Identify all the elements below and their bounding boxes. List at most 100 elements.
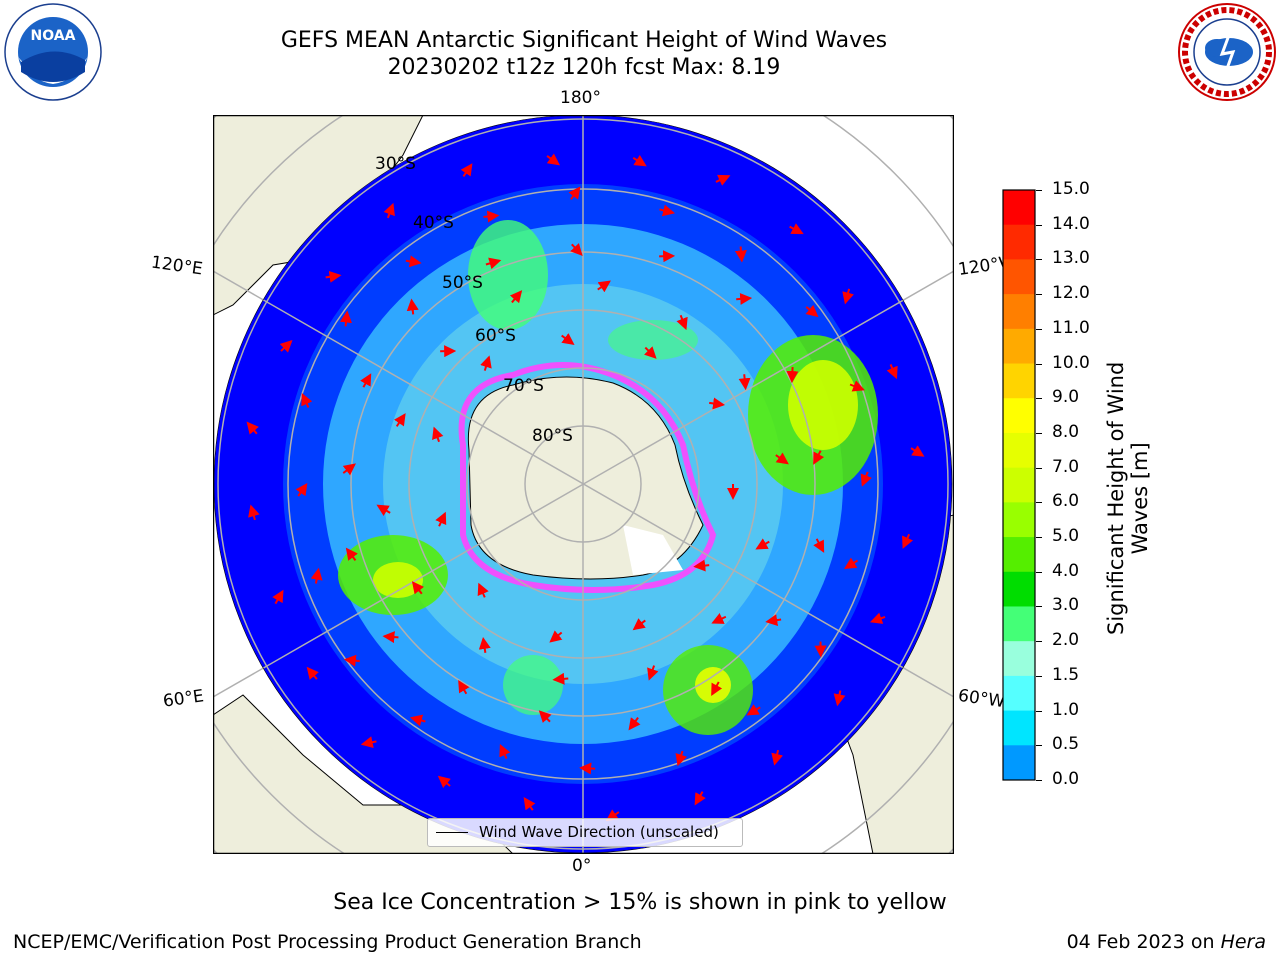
wind-arrow bbox=[860, 471, 872, 487]
colorbar-segment bbox=[1003, 190, 1035, 226]
wind-arrow bbox=[738, 374, 751, 391]
wind-arrow bbox=[659, 204, 676, 217]
wind-arrow bbox=[435, 511, 447, 527]
wind-arrow bbox=[432, 426, 444, 443]
colorbar-segment bbox=[1003, 432, 1035, 469]
colorbar-segment bbox=[1003, 745, 1035, 781]
wind-arrow bbox=[393, 413, 406, 427]
colorbar-tick bbox=[1036, 467, 1042, 469]
colorbar-tick bbox=[1036, 294, 1042, 296]
wind-arrow bbox=[248, 504, 260, 521]
graticule bbox=[213, 115, 954, 854]
wind-arrow bbox=[409, 714, 426, 727]
colorbar-tick-label: 11.0 bbox=[1052, 317, 1090, 338]
lon-label-60w: 60°W bbox=[956, 685, 1007, 713]
colorbar-tick-label: 12.0 bbox=[1052, 283, 1090, 304]
colorbar-tick bbox=[1036, 398, 1042, 400]
lon-label-180: 180° bbox=[560, 88, 601, 108]
colorbar-tick bbox=[1036, 363, 1042, 365]
footer-date: 04 Feb 2023 on Hera bbox=[1067, 931, 1266, 953]
colorbar-tick-label: 10.0 bbox=[1052, 352, 1090, 373]
wind-arrow bbox=[765, 614, 782, 627]
colorbar-tick-label: 8.0 bbox=[1052, 421, 1080, 442]
wind-arrow bbox=[813, 538, 825, 553]
colorbar-tick-label: 14.0 bbox=[1052, 213, 1090, 234]
colorbar-tick-label: 7.0 bbox=[1052, 456, 1080, 477]
wind-arrow bbox=[549, 630, 563, 643]
colorbar bbox=[1002, 189, 1036, 781]
colorbar-tick-label: 0.5 bbox=[1052, 734, 1080, 755]
land-antarctica bbox=[467, 376, 704, 580]
wind-arrow bbox=[833, 690, 846, 707]
wind-arrow bbox=[405, 255, 422, 268]
wind-arrow bbox=[325, 270, 342, 283]
wind-arrow bbox=[478, 636, 491, 653]
lat-label-60s: 60°S bbox=[475, 326, 516, 346]
colorbar-label: Significant Height of Wind Waves [m] bbox=[1104, 362, 1152, 635]
wind-arrow bbox=[709, 397, 726, 410]
map-frame bbox=[213, 115, 954, 854]
colorbar-tick bbox=[1036, 190, 1042, 191]
legend-label: Wind Wave Direction (unscaled) bbox=[479, 823, 719, 841]
lat-label-80s: 80°S bbox=[532, 426, 573, 446]
wind-arrow bbox=[910, 445, 925, 457]
wind-arrow bbox=[813, 450, 825, 465]
lat-label-40s: 40°S bbox=[413, 213, 454, 233]
colorbar-tick bbox=[1036, 224, 1042, 226]
wind-arrow bbox=[849, 380, 865, 392]
footer-producer: NCEP/EMC/Verification Post Processing Pr… bbox=[13, 931, 642, 953]
wind-arrow bbox=[483, 210, 500, 223]
colorbar-tick-label: 4.0 bbox=[1052, 560, 1080, 581]
colorbar-tick bbox=[1036, 328, 1042, 330]
colorbar-segment bbox=[1003, 606, 1035, 642]
wind-arrow bbox=[711, 681, 723, 697]
noaa-logo: NOAA bbox=[4, 3, 102, 101]
colorbar-tick bbox=[1036, 432, 1042, 434]
wind-arrow bbox=[746, 704, 761, 716]
colorbar-tick-label: 2.0 bbox=[1052, 630, 1080, 651]
wind-arrow bbox=[647, 665, 659, 681]
colorbar-frame bbox=[1002, 189, 1036, 781]
lon-label-0: 0° bbox=[572, 856, 592, 876]
colorbar-segment bbox=[1003, 467, 1035, 503]
wind-arrow bbox=[310, 567, 323, 584]
wind-arrow bbox=[736, 292, 753, 305]
footer-host: Hera bbox=[1220, 931, 1266, 953]
colorbar-label-line1: Significant Height of Wind bbox=[1104, 361, 1128, 635]
wind-arrow bbox=[343, 654, 360, 667]
colorbar-segment bbox=[1003, 259, 1035, 295]
wind-arrow bbox=[546, 153, 561, 166]
colorbar-tick-label: 3.0 bbox=[1052, 595, 1080, 616]
wind-arrow bbox=[715, 174, 731, 186]
map-legend: Wind Wave Direction (unscaled) bbox=[427, 818, 743, 847]
wind-arrow bbox=[771, 749, 783, 766]
wind-arrow bbox=[676, 314, 688, 331]
wind-arrow bbox=[643, 346, 657, 359]
colorbar-tick bbox=[1036, 745, 1042, 747]
chart-subtitle: 20230202 t12z 120h fcst Max: 8.19 bbox=[387, 55, 781, 80]
colorbar-tick-label: 1.0 bbox=[1052, 699, 1080, 720]
footer-date-text: 04 Feb 2023 on bbox=[1066, 931, 1221, 953]
colorbar-tick-label: 9.0 bbox=[1052, 387, 1080, 408]
colorbar-tick-label: 1.5 bbox=[1052, 664, 1080, 685]
wind-arrow bbox=[805, 304, 819, 318]
colorbar-segment bbox=[1003, 571, 1035, 607]
wind-arrow bbox=[437, 775, 451, 789]
wind-arrow bbox=[568, 186, 581, 200]
colorbar-tick bbox=[1036, 675, 1042, 677]
wind-arrow bbox=[561, 333, 575, 345]
colorbar-segment bbox=[1003, 502, 1035, 538]
colorbar-segment bbox=[1003, 675, 1035, 712]
wind-arrow bbox=[869, 612, 886, 624]
noaa-logo-text: NOAA bbox=[31, 28, 76, 44]
colorbar-tick bbox=[1036, 780, 1042, 781]
colorbar-tick-label: 5.0 bbox=[1052, 526, 1080, 547]
colorbar-tick-label: 6.0 bbox=[1052, 491, 1080, 512]
nws-logo bbox=[1178, 3, 1276, 101]
sea-ice-edge bbox=[458, 362, 717, 593]
wind-arrow bbox=[306, 666, 319, 680]
wind-arrow bbox=[360, 373, 372, 388]
wind-arrow bbox=[499, 743, 511, 759]
polar-map: 30°S 40°S 50°S 60°S 70°S 80°S bbox=[213, 115, 954, 854]
legend-line bbox=[436, 832, 468, 833]
